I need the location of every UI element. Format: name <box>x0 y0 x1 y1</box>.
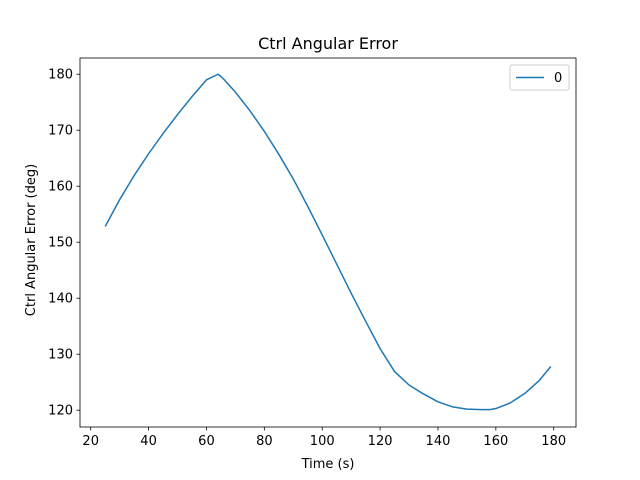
y-tick-label: 170 <box>48 124 73 139</box>
x-tick-label: 20 <box>82 434 99 449</box>
x-tick-label: 60 <box>198 434 215 449</box>
x-tick-label: 160 <box>483 434 508 449</box>
y-tick-label: 160 <box>48 180 73 195</box>
series-line-0 <box>104 73 552 411</box>
x-tick-label: 100 <box>310 434 335 449</box>
legend-label: 0 <box>554 71 562 86</box>
x-tick-label: 80 <box>256 434 273 449</box>
y-tick-label: 130 <box>48 348 73 363</box>
y-tick-label: 180 <box>48 68 73 83</box>
y-tick-label: 150 <box>48 236 73 251</box>
plot-area <box>104 73 552 411</box>
x-axis-label: Time (s) <box>301 457 355 472</box>
y-tick-label: 140 <box>48 292 73 307</box>
y-axis-label: Ctrl Angular Error (deg) <box>24 164 39 316</box>
x-tick-label: 140 <box>426 434 451 449</box>
x-tick-label: 40 <box>140 434 157 449</box>
chart-title: Ctrl Angular Error <box>258 34 398 53</box>
x-tick-label: 120 <box>368 434 393 449</box>
legend: 0 <box>509 64 570 91</box>
x-tick-label: 180 <box>541 434 566 449</box>
y-tick-label: 120 <box>48 404 73 419</box>
axes: 20 40 60 80 100 120 140 160 180 120 130 140 150 160 17… <box>48 57 577 449</box>
